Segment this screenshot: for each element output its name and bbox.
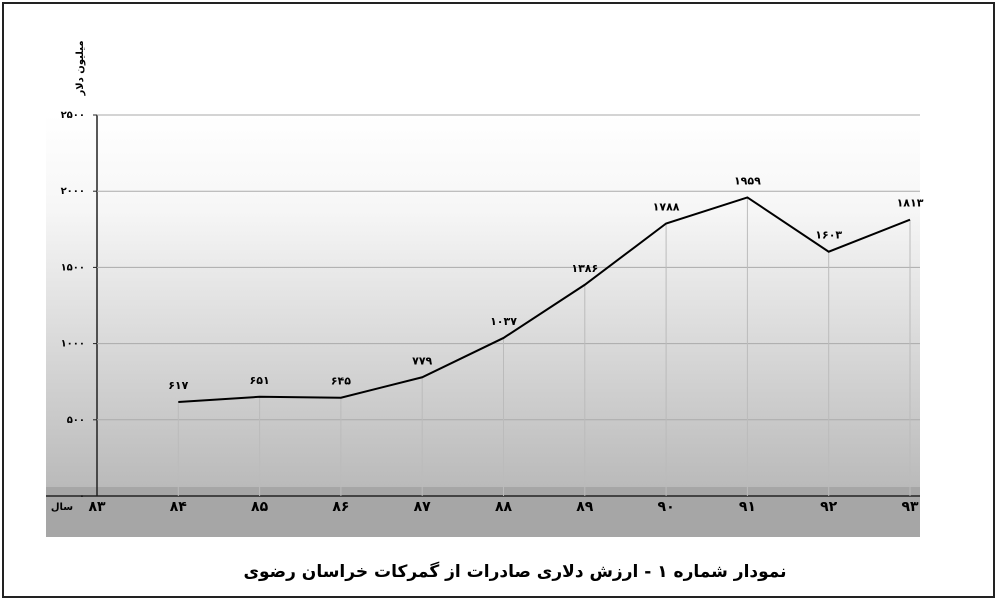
y-tick-label: ۲۵۰۰: [61, 110, 85, 121]
x-tick-label: ۹۰: [658, 499, 675, 515]
x-tick-label: ۸۷: [414, 499, 432, 515]
data-label: ۱۰۳۷: [490, 315, 517, 328]
y-tick-label: ۱۵۰۰: [61, 262, 85, 273]
data-label: ۶۱۷: [168, 379, 188, 392]
data-label: ۷۷۹: [412, 354, 432, 367]
data-label: ۱۶۰۳: [815, 229, 842, 242]
plot-background: [46, 115, 920, 497]
y-tick-label: ۲۰۰۰: [61, 186, 85, 197]
data-label: ۶۵۱: [250, 374, 270, 387]
x-tick-label: ۹۱: [739, 499, 756, 515]
data-line: [178, 196, 911, 403]
y-axis-label: میلیون دلار: [75, 40, 86, 96]
x-tick-label: ۸۳: [88, 499, 106, 515]
y-tick-label: ۵۰۰: [67, 415, 85, 426]
data-label: ۱۳۸۶: [571, 262, 598, 275]
x-tick-label: ۸۶: [332, 499, 349, 515]
data-label: ۱۷۸۸: [653, 201, 680, 214]
x-tick-label: ۸۴: [170, 499, 188, 515]
data-label: ۶۴۵: [331, 375, 351, 388]
x-tick-label: ۹۲: [820, 499, 838, 515]
data-label: ۱۸۱۳: [897, 197, 924, 210]
x-tick-label: ۸۸: [495, 499, 513, 515]
y-tick-label: ۱۰۰۰: [61, 339, 85, 350]
x-tick-label: ۸۵: [251, 499, 269, 515]
x-tick-label: ۹۳: [901, 499, 919, 515]
x-axis-label: سال: [51, 502, 73, 513]
x-tick-label: ۸۹: [576, 499, 594, 515]
chart-title: نمودار شماره ۱ - ارزش دلاری صادرات از گم…: [243, 561, 786, 582]
data-label: ۱۹۵۹: [734, 174, 761, 187]
